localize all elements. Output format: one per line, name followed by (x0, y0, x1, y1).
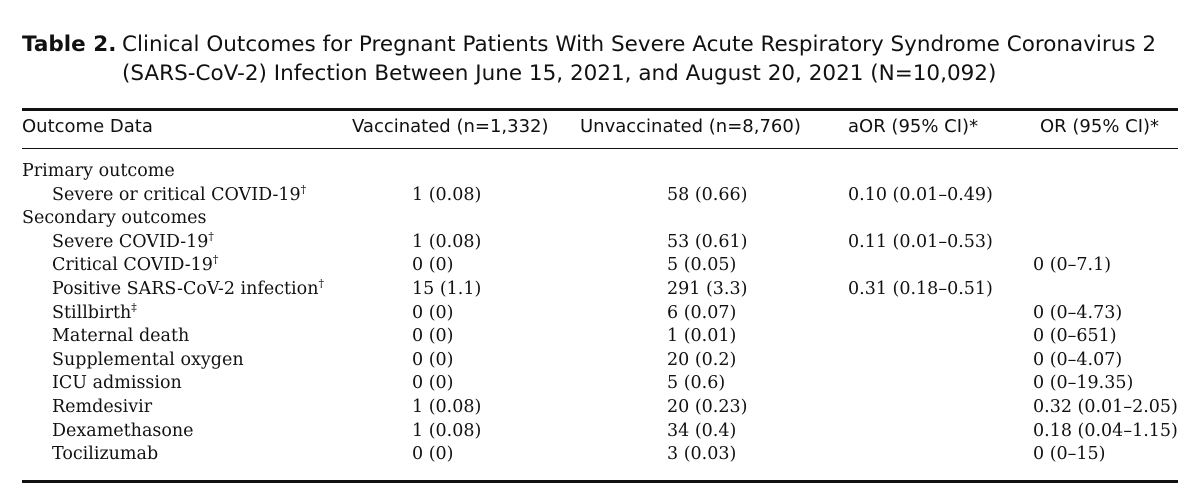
bottom-rule (22, 480, 1178, 483)
outcome-label: Tocilizumab (52, 444, 159, 465)
cell-unvaccinated: 6 (0.07) (667, 302, 737, 323)
cell-vaccinated: 0 (0) (412, 302, 454, 323)
top-rule (22, 108, 1178, 111)
outcome-label: Severe COVID-19† (52, 229, 214, 252)
cell-or: 0 (0–651) (1033, 326, 1117, 347)
cell-unvaccinated: 58 (0.66) (667, 184, 748, 205)
cell-unvaccinated: 291 (3.3) (667, 279, 748, 299)
section-label: Secondary outcomes (22, 208, 207, 229)
footnote-mark: ‡ (131, 300, 137, 314)
header-unvaccinated: Unvaccinated (n=8,760) (580, 116, 801, 137)
cell-unvaccinated: 1 (0.01) (667, 326, 737, 347)
cell-vaccinated: 0 (0) (412, 255, 454, 276)
outcome-label: Critical COVID-19† (52, 253, 219, 276)
cell-aor: 0.11 (0.01–0.53) (848, 231, 993, 252)
outcome-label: Positive SARS-CoV-2 infection† (52, 277, 324, 299)
cell-unvaccinated: 20 (0.2) (667, 349, 737, 370)
cell-or: 0.32 (0.01–2.05) (1033, 397, 1178, 417)
cell-aor: 0.31 (0.18–0.51) (848, 279, 993, 299)
cell-unvaccinated: 3 (0.03) (667, 444, 737, 465)
cell-or: 0 (0–15) (1033, 444, 1106, 465)
cell-unvaccinated: 53 (0.61) (667, 231, 748, 252)
header-outcome: Outcome Data (22, 116, 153, 137)
cell-vaccinated: 15 (1.1) (412, 279, 482, 299)
cell-vaccinated: 1 (0.08) (412, 184, 482, 205)
cell-vaccinated: 1 (0.08) (412, 420, 482, 441)
footnote-mark: † (300, 182, 307, 196)
cell-unvaccinated: 5 (0.05) (667, 255, 737, 276)
cell-or: 0 (0–7.1) (1033, 255, 1112, 276)
cell-aor: 0.10 (0.01–0.49) (848, 184, 993, 205)
outcome-label: Supplemental oxygen (52, 349, 244, 370)
header-rule (22, 148, 1178, 149)
table-title: Clinical Outcomes for Pregnant Patients … (122, 32, 1157, 86)
table-label: Table 2. (22, 32, 117, 57)
outcome-label: Severe or critical COVID-19† (52, 182, 307, 205)
cell-vaccinated: 0 (0) (412, 373, 454, 394)
header-or: OR (95% CI)* (1040, 116, 1160, 137)
outcome-label: ICU admission (52, 373, 182, 394)
table-title-block: Table 2. Clinical Outcomes for Pregnant P… (22, 30, 1192, 88)
footnote-mark: † (318, 277, 324, 290)
header-aor: aOR (95% CI)* (848, 116, 979, 137)
cell-or: 0 (0–4.07) (1033, 349, 1123, 370)
header-vaccinated: Vaccinated (n=1,332) (352, 116, 549, 137)
outcome-label: Maternal death (52, 326, 190, 347)
cell-unvaccinated: 20 (0.23) (667, 397, 748, 417)
cell-vaccinated: 0 (0) (412, 444, 454, 465)
outcome-label: Dexamethasone (52, 420, 194, 441)
cell-unvaccinated: 5 (0.6) (667, 373, 726, 394)
footnote-mark: † (208, 229, 214, 243)
cell-vaccinated: 0 (0) (412, 349, 454, 370)
cell-vaccinated: 1 (0.08) (412, 231, 482, 252)
cell-vaccinated: 1 (0.08) (412, 397, 482, 417)
cell-or: 0.18 (0.04–1.15) (1033, 420, 1178, 441)
cell-or: 0 (0–19.35) (1033, 373, 1134, 394)
cell-unvaccinated: 34 (0.4) (667, 420, 737, 441)
cell-vaccinated: 0 (0) (412, 326, 454, 347)
outcome-label: Stillbirth‡ (52, 300, 137, 323)
cell-or: 0 (0–4.73) (1033, 302, 1123, 323)
outcome-label: Remdesivir (52, 397, 153, 417)
section-label: Primary outcome (22, 161, 175, 181)
footnote-mark: † (212, 253, 219, 267)
